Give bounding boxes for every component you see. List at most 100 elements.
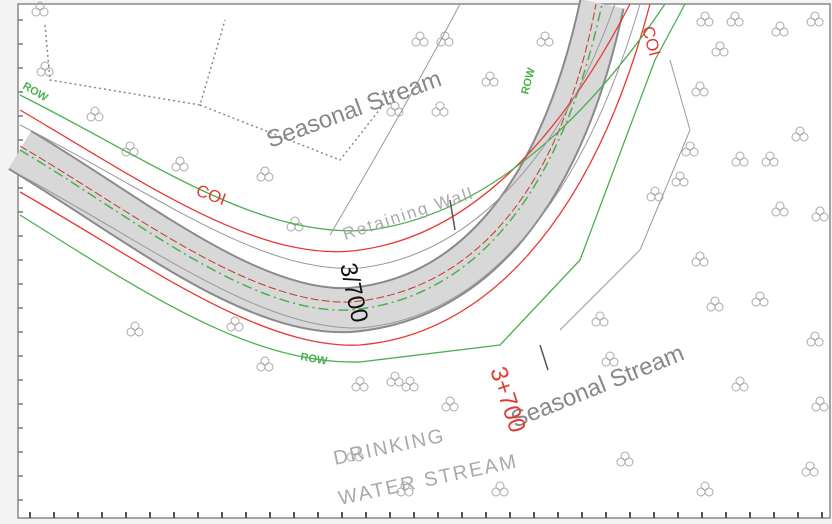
tree-lobe [179, 162, 189, 172]
tree-lobe [699, 257, 709, 267]
tree [731, 376, 749, 392]
tree [646, 186, 664, 202]
tree-lobe [599, 317, 609, 327]
tree [731, 151, 749, 167]
tree-lobe [134, 327, 144, 337]
tree [691, 81, 709, 97]
tree [771, 201, 789, 217]
row-line [19, 3, 686, 363]
edge-line [559, 59, 691, 331]
building-outline [199, 89, 396, 161]
coi-line [19, 3, 631, 253]
tree-lobe [264, 172, 274, 182]
arrow [449, 199, 549, 371]
tree [481, 71, 499, 87]
tree [491, 481, 509, 497]
tree-lobe [439, 107, 449, 117]
tree [601, 351, 619, 367]
tree-lobe [444, 37, 454, 47]
tree [226, 316, 244, 332]
tree-lobe [419, 37, 429, 47]
tree-lobe [819, 212, 829, 222]
tree-lobe [449, 402, 459, 412]
tree [751, 291, 769, 307]
tree-lobe [799, 132, 809, 142]
edge-line [19, 3, 641, 329]
edge-line [19, 3, 616, 269]
tree [171, 156, 189, 172]
tree [86, 106, 104, 122]
tree [806, 11, 824, 27]
tree [791, 126, 809, 142]
tree [401, 376, 419, 392]
tree-lobe [624, 457, 634, 467]
tree-lobe [39, 7, 49, 17]
tree [761, 151, 779, 167]
tree-lobe [294, 222, 304, 232]
tree [671, 171, 689, 187]
tree-lobe [714, 302, 724, 312]
row-label: ROW [299, 351, 328, 368]
tree-lobe [489, 77, 499, 87]
tree [806, 331, 824, 347]
tree [711, 41, 729, 57]
tree-lobe [779, 207, 789, 217]
tree-lobe [359, 382, 369, 392]
tree [681, 141, 699, 157]
tree-lobe [499, 487, 509, 497]
tree-lobe [264, 362, 274, 372]
tree-lobe [354, 452, 364, 462]
row-line [19, 3, 666, 232]
tree-lobe [234, 322, 244, 332]
tree [801, 461, 819, 477]
tree [256, 166, 274, 182]
tree [706, 296, 724, 312]
tree [696, 11, 714, 27]
tree [286, 216, 304, 232]
tree [726, 11, 744, 27]
tree-lobe [544, 37, 554, 47]
coi-line [19, 3, 651, 346]
tree [256, 356, 274, 372]
tree [591, 311, 609, 327]
tree [346, 446, 364, 462]
tree-lobe [394, 377, 404, 387]
tree-lobe [739, 157, 749, 167]
trees [31, 1, 829, 497]
tree [691, 251, 709, 267]
tree-lobe [769, 157, 779, 167]
tree [616, 451, 634, 467]
tree-lobe [689, 147, 699, 157]
tree [536, 31, 554, 47]
tree-lobe [779, 27, 789, 37]
tree [811, 396, 829, 412]
road [9, 0, 623, 332]
tree-lobe [819, 402, 829, 412]
tree-lobe [409, 382, 419, 392]
tree [386, 371, 404, 387]
tree [126, 321, 144, 337]
tree-lobe [814, 337, 824, 347]
tree [411, 31, 429, 47]
building-outline [44, 19, 226, 106]
tree [396, 481, 414, 497]
stream-line [329, 3, 461, 236]
tree-lobe [404, 487, 414, 497]
tree-lobe [609, 357, 619, 367]
tree-lobe [809, 467, 819, 477]
tree-lobe [734, 17, 744, 27]
tree-lobe [759, 297, 769, 307]
tree-lobe [679, 177, 689, 187]
tree [351, 376, 369, 392]
tree [31, 1, 49, 17]
tree [696, 481, 714, 497]
centerline-red [19, 3, 597, 303]
tree [431, 101, 449, 117]
tree-lobe [719, 47, 729, 57]
tree-lobe [654, 192, 664, 202]
tree-lobe [704, 487, 714, 497]
tree [811, 206, 829, 222]
tree-lobe [814, 17, 824, 27]
tree [441, 396, 459, 412]
